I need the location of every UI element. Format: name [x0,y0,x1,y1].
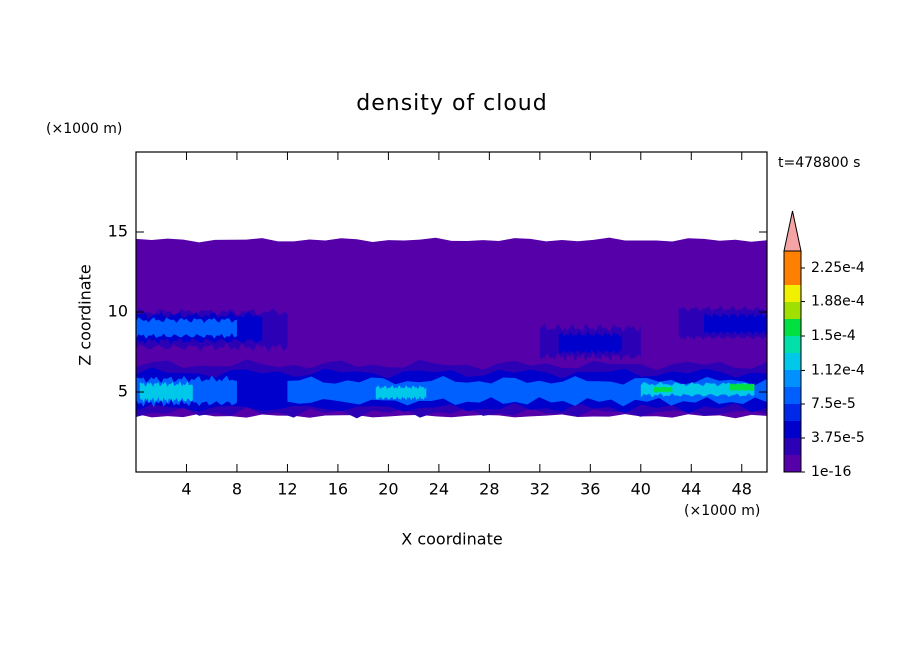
contour-region [653,386,673,393]
x-tick-label: 8 [232,480,242,499]
x-tick-label: 28 [479,480,499,499]
y-tick-label: 10 [108,302,128,321]
colorbar-label: 2.25e-4 [811,260,865,276]
colorbar-label: 1.5e-4 [811,328,856,344]
colorbar-band [784,387,801,404]
y-tick-label: 15 [108,222,128,241]
y-tick-label: 5 [118,382,128,401]
colorbar-label: 1.12e-4 [811,362,865,378]
contour-field [136,237,767,419]
contour-region [375,384,427,401]
x-tick-label: 44 [681,480,701,499]
x-tick-label: 24 [429,480,449,499]
colorbar-label: 1.88e-4 [811,294,865,310]
x-tick-label: 32 [530,480,550,499]
contour-region [640,381,755,398]
contour-region [136,317,237,339]
x-tick-label: 40 [631,480,651,499]
colorbar-band [784,455,801,472]
colorbar-frame [783,250,802,473]
colorbar-label: 7.5e-5 [811,396,856,412]
colorbar-label: 3.75e-5 [811,430,865,446]
contour-region [703,312,767,336]
x-tick-label: 4 [181,480,191,499]
colorbar-label: 1e-16 [811,464,851,480]
colorbar-band [784,319,801,336]
x-tick-label: 48 [732,480,752,499]
chart-title: density of cloud [356,91,547,116]
colorbar-band [784,370,801,387]
annotation: t=478800 s [778,155,860,171]
x-tick-label: 16 [328,480,348,499]
contour-region [729,383,755,392]
x-axis-label: X coordinate [401,530,502,549]
colorbar-band [784,353,801,370]
colorbar-band [784,421,801,438]
colorbar-extend [783,210,802,252]
contour-region [558,331,622,356]
colorbar-band [784,438,801,455]
colorbar-band [784,302,801,319]
y-unit: (×1000 m) [46,121,122,137]
y-axis-label: Z coordinate [76,264,95,365]
colorbar-band [784,336,801,353]
colorbar-band [784,285,801,302]
colorbar-band [784,251,801,285]
x-tick-label: 20 [378,480,398,499]
x-tick-label: 36 [580,480,600,499]
x-tick-label: 12 [277,480,297,499]
x-unit: (×1000 m) [684,503,760,519]
colorbar-band [784,404,801,421]
contour-region [139,381,193,404]
